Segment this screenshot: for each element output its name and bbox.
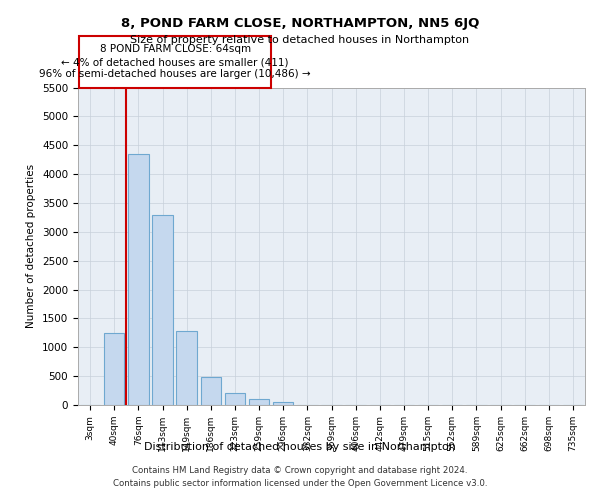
Bar — [224, 394, 245, 405]
Text: Distribution of detached houses by size in Northampton: Distribution of detached houses by size … — [144, 442, 456, 452]
Text: ← 4% of detached houses are smaller (411): ← 4% of detached houses are smaller (411… — [61, 58, 289, 68]
Text: Size of property relative to detached houses in Northampton: Size of property relative to detached ho… — [130, 35, 470, 45]
Bar — [152, 214, 173, 405]
Bar — [273, 402, 293, 405]
Text: Contains HM Land Registry data © Crown copyright and database right 2024.
Contai: Contains HM Land Registry data © Crown c… — [113, 466, 487, 487]
Bar — [200, 378, 221, 405]
Y-axis label: Number of detached properties: Number of detached properties — [26, 164, 37, 328]
Text: 8 POND FARM CLOSE: 64sqm: 8 POND FARM CLOSE: 64sqm — [100, 44, 251, 54]
Text: 96% of semi-detached houses are larger (10,486) →: 96% of semi-detached houses are larger (… — [40, 69, 311, 79]
Bar — [128, 154, 149, 405]
Bar — [104, 333, 124, 405]
Bar — [249, 399, 269, 405]
FancyBboxPatch shape — [79, 36, 271, 88]
Bar — [176, 331, 197, 405]
Text: 8, POND FARM CLOSE, NORTHAMPTON, NN5 6JQ: 8, POND FARM CLOSE, NORTHAMPTON, NN5 6JQ — [121, 18, 479, 30]
